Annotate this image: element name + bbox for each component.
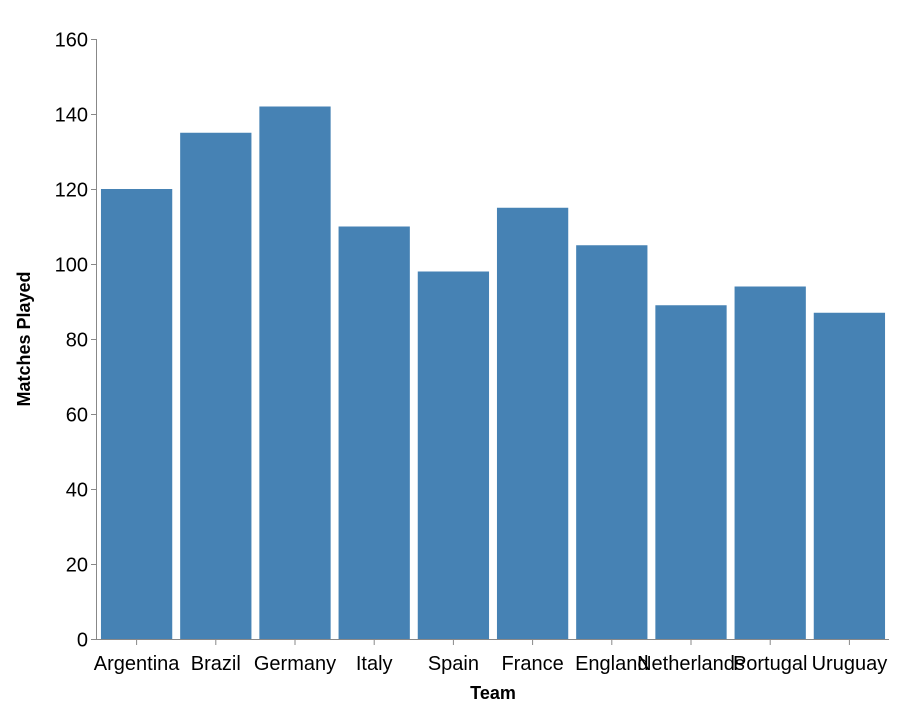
y-tick-label: 80 (66, 330, 88, 352)
y-tick-label: 20 (66, 555, 88, 577)
y-tick-label: 40 (66, 480, 88, 502)
bar-portugal (734, 286, 806, 639)
x-axis-title: Team (470, 683, 516, 703)
bar-argentina (100, 189, 173, 639)
y-axis: 0 20 40 60 80 100 120 140 160 (55, 30, 97, 652)
x-tick-label: Portugal (733, 653, 808, 675)
bar-england (576, 245, 648, 639)
y-tick-label: 120 (55, 180, 88, 202)
y-axis-title: Matches Played (14, 271, 34, 406)
x-tick-label: France (501, 653, 563, 675)
y-tick-label: 100 (55, 255, 88, 277)
bar-france (496, 207, 569, 639)
bars-group (100, 106, 886, 639)
bar-italy (338, 226, 410, 639)
y-tick-label: 140 (55, 105, 88, 127)
x-tick-label: Uruguay (812, 653, 888, 675)
bar-germany (259, 106, 331, 639)
x-tick-label: Spain (428, 653, 479, 675)
bar-netherlands (655, 305, 727, 639)
y-tick-label: 0 (77, 630, 88, 652)
bar-spain (417, 271, 490, 639)
x-tick-label: Netherlands (637, 653, 745, 675)
bar-brazil (180, 132, 252, 639)
bar-uruguay (813, 312, 886, 639)
x-tick-label: Brazil (191, 653, 241, 675)
x-tick-label: Germany (254, 653, 336, 675)
x-tick-label: Italy (356, 653, 393, 675)
x-tick-label: Argentina (94, 653, 180, 675)
x-tick-label: England (575, 653, 648, 675)
x-axis: Argentina Brazil Germany Italy Spain France En… (94, 639, 889, 675)
y-tick-label: 60 (66, 405, 88, 427)
y-tick-label: 160 (55, 30, 88, 52)
